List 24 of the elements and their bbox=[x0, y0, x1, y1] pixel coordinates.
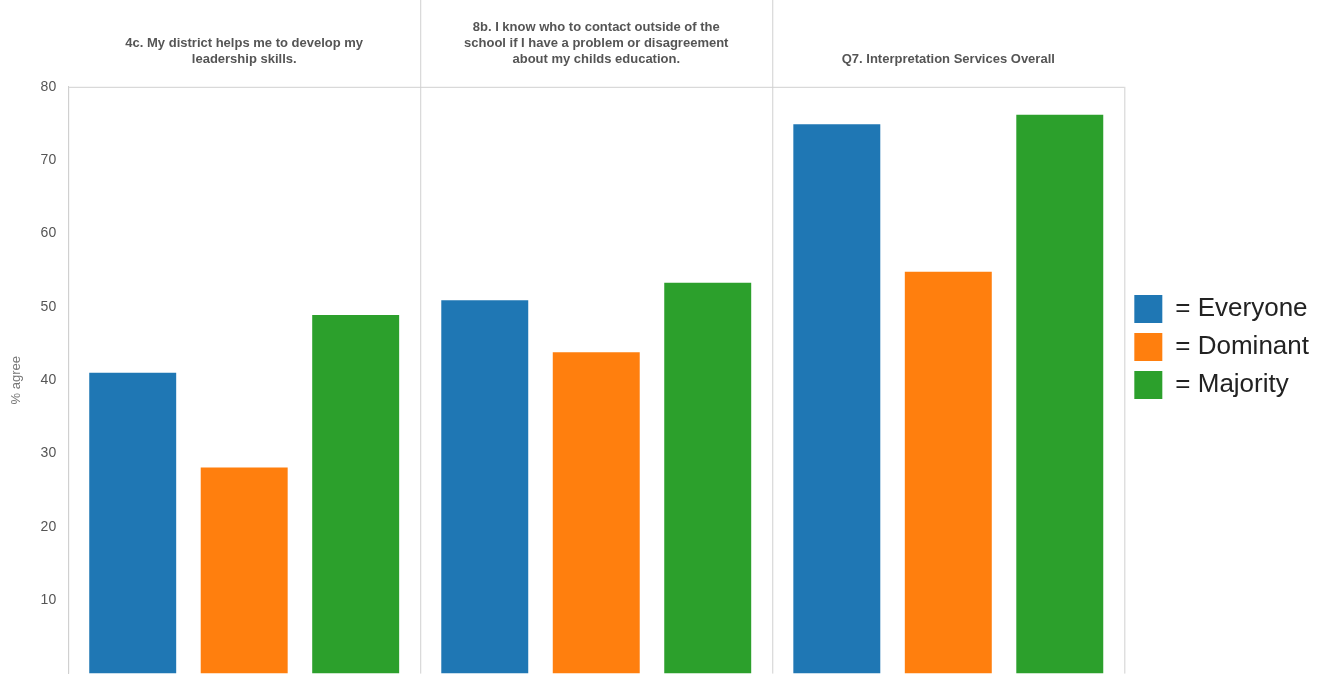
bar bbox=[664, 282, 752, 674]
bar bbox=[441, 300, 529, 674]
bar bbox=[312, 314, 400, 674]
x-tick-label: 4c. My district helps me to develop my leadership skills. bbox=[125, 34, 364, 66]
bar bbox=[904, 271, 992, 674]
y-tick-label: 30 bbox=[40, 444, 57, 461]
y-tick-label: 70 bbox=[40, 151, 57, 168]
legend-label: = Dominant bbox=[1175, 330, 1310, 361]
bar bbox=[89, 372, 177, 674]
x-tick-label: 8b. I know who to contact outside of the school if I have a problem or disagreement about my childs education. bbox=[464, 19, 730, 66]
y-tick-label: 50 bbox=[40, 297, 57, 314]
bar bbox=[200, 467, 288, 674]
y-tick-label: 80 bbox=[40, 77, 57, 94]
y-tick-label: 40 bbox=[40, 371, 57, 388]
y-tick-label: 20 bbox=[40, 517, 57, 534]
y-tick-label: 60 bbox=[40, 224, 57, 241]
bar bbox=[552, 352, 640, 674]
bar bbox=[793, 124, 881, 674]
x-tick-label: Q7. Interpretation Services Overall bbox=[841, 50, 1055, 66]
legend-label: = Majority bbox=[1175, 368, 1289, 399]
bar bbox=[1016, 114, 1104, 674]
y-tick-label: 10 bbox=[40, 591, 57, 608]
y-axis-title: % agree bbox=[8, 355, 24, 405]
legend-label: = Everyone bbox=[1175, 292, 1308, 323]
